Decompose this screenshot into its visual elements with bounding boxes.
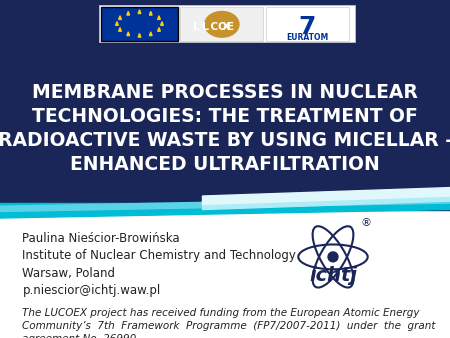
Text: The LUCOEX project has received funding from the European Atomic Energy
Communit: The LUCOEX project has received funding … (22, 308, 436, 338)
Text: p.niescior@ichtj.waw.pl: p.niescior@ichtj.waw.pl (22, 284, 161, 297)
Text: EURATOM: EURATOM (286, 33, 328, 42)
Text: Institute of Nuclear Chemistry and Technology: Institute of Nuclear Chemistry and Techn… (22, 249, 297, 262)
Circle shape (328, 252, 338, 262)
Text: ichtj: ichtj (309, 266, 357, 285)
Text: L: L (202, 22, 209, 32)
Text: X: X (222, 22, 231, 32)
Text: L   COE: L COE (193, 22, 234, 32)
Text: ®: ® (361, 218, 372, 228)
Text: MEMBRANE PROCESSES IN NUCLEAR
TECHNOLOGIES: THE TREATMENT OF
RADIOACTIVE WASTE B: MEMBRANE PROCESSES IN NUCLEAR TECHNOLOGI… (0, 82, 450, 174)
Text: 7: 7 (298, 15, 315, 39)
Text: Paulina Nieścior-Browińska: Paulina Nieścior-Browińska (22, 232, 180, 244)
Text: Warsaw, Poland: Warsaw, Poland (22, 267, 116, 280)
